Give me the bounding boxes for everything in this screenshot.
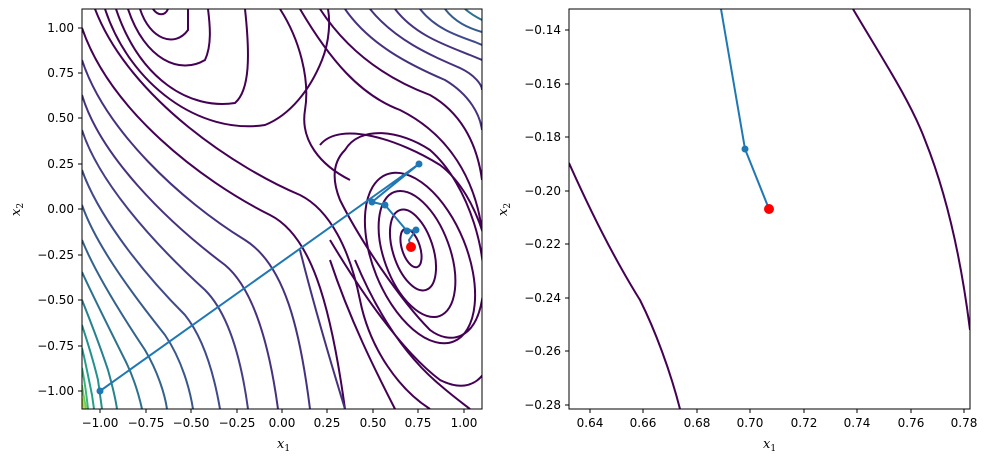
svg-text:0.64: 0.64 [577, 416, 604, 430]
svg-text:−0.28: −0.28 [524, 398, 561, 412]
svg-text:0.70: 0.70 [737, 416, 764, 430]
svg-text:0.50: 0.50 [360, 416, 387, 430]
right-plot: 0.64 0.66 0.68 0.70 0.72 0.74 0.76 0.78 … [496, 8, 978, 454]
left-y-axis-label: x2 [9, 203, 26, 216]
left-optimizer-path [96, 160, 423, 395]
svg-text:0.25: 0.25 [314, 416, 341, 430]
right-x-axis-label: x1 [763, 437, 776, 454]
svg-text:−1.00: −1.00 [37, 384, 74, 398]
svg-text:−0.18: −0.18 [524, 130, 561, 144]
svg-text:1.00: 1.00 [451, 416, 478, 430]
svg-text:0.75: 0.75 [47, 66, 74, 80]
right-axes-frame [568, 8, 971, 410]
svg-text:−0.22: −0.22 [524, 237, 561, 251]
svg-text:0.74: 0.74 [844, 416, 871, 430]
svg-text:0.00: 0.00 [269, 416, 296, 430]
right-y-axis-label: x2 [496, 203, 513, 216]
svg-text:0.50: 0.50 [47, 111, 74, 125]
svg-text:−0.25: −0.25 [219, 416, 256, 430]
right-y-ticks: −0.14 −0.16 −0.18 −0.20 −0.22 −0.24 −0.2… [524, 23, 569, 412]
svg-text:0.75: 0.75 [405, 416, 432, 430]
svg-text:0.66: 0.66 [630, 416, 657, 430]
svg-text:−0.25: −0.25 [37, 248, 74, 262]
svg-text:−0.75: −0.75 [37, 339, 74, 353]
right-x-ticks: 0.64 0.66 0.68 0.70 0.72 0.74 0.76 0.78 [577, 409, 978, 430]
right-final-point [764, 204, 774, 214]
svg-text:−0.14: −0.14 [524, 23, 561, 37]
svg-text:0.78: 0.78 [951, 416, 978, 430]
svg-text:−0.50: −0.50 [37, 293, 74, 307]
svg-text:0.76: 0.76 [898, 416, 925, 430]
svg-text:1.00: 1.00 [47, 21, 74, 35]
svg-text:−0.24: −0.24 [524, 291, 561, 305]
svg-text:−0.26: −0.26 [524, 344, 561, 358]
left-x-axis-label: x1 [277, 437, 290, 454]
left-plot: −1.00 −0.75 −0.50 −0.25 0.00 0.25 0.50 0… [9, 8, 483, 454]
svg-text:0.68: 0.68 [684, 416, 711, 430]
left-y-ticks: 1.00 0.75 0.50 0.25 0.00 −0.25 −0.50 −0.… [37, 21, 82, 398]
svg-text:−1.00: −1.00 [82, 416, 119, 430]
svg-text:0.25: 0.25 [47, 157, 74, 171]
svg-text:−0.75: −0.75 [128, 416, 165, 430]
svg-text:0.00: 0.00 [47, 202, 74, 216]
svg-text:−0.20: −0.20 [524, 184, 561, 198]
svg-text:−0.50: −0.50 [173, 416, 210, 430]
svg-text:−0.16: −0.16 [524, 77, 561, 91]
left-final-point [406, 242, 416, 252]
right-contours [569, 9, 970, 409]
left-contours [82, 9, 482, 409]
right-optimizer-path [720, 8, 774, 214]
svg-text:0.72: 0.72 [791, 416, 818, 430]
left-x-ticks: −1.00 −0.75 −0.50 −0.25 0.00 0.25 0.50 0… [82, 409, 478, 430]
